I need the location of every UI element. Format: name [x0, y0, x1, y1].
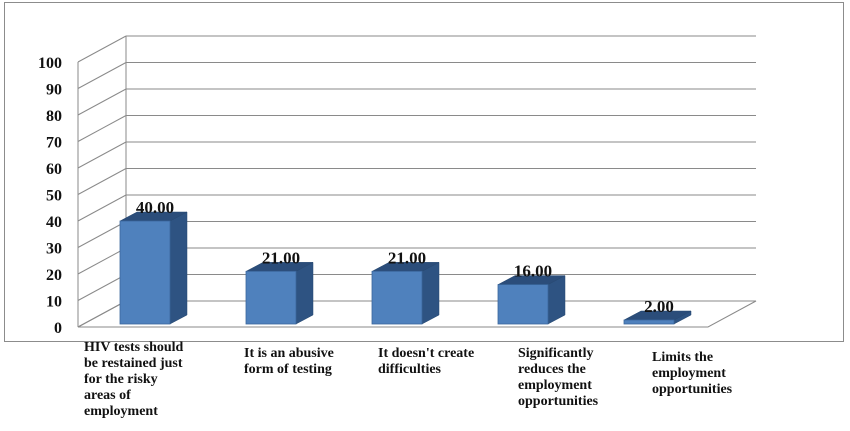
bar-side-2 — [421, 261, 440, 325]
gridline-side-7 — [77, 115, 127, 142]
gridline-side-2 — [77, 247, 127, 275]
gridline-side-5 — [77, 168, 127, 195]
category-label-3: Significantly reduces the employment opp… — [518, 346, 599, 409]
y-tick-label-7: 70 — [46, 135, 62, 152]
gridline-side-10 — [77, 35, 127, 63]
y-tick-label-1: 10 — [46, 294, 62, 311]
data-label-1: 21.00 — [262, 248, 300, 267]
category-label-1: It is an abusive form of testing — [244, 346, 334, 377]
data-label-2: 21.00 — [388, 248, 426, 267]
data-label-3: 16.00 — [514, 262, 552, 281]
category-label-4: Limits the employment opportunities — [652, 350, 733, 397]
category-label-0: HIV tests should be restained just for t… — [84, 340, 184, 419]
y-tick-label-5: 50 — [46, 188, 62, 205]
bar-3 — [497, 284, 549, 325]
y-tick-label-2: 20 — [46, 267, 62, 284]
bar-side-1 — [295, 261, 314, 325]
gridline-side-4 — [77, 194, 127, 222]
y-tick-label-6: 60 — [46, 161, 62, 178]
y-tick-label-9: 90 — [46, 82, 62, 99]
data-label-0: 40.00 — [136, 198, 174, 217]
bar-1 — [245, 270, 297, 325]
y-tick-label-8: 80 — [46, 108, 62, 125]
category-label-2: It doesn't create difficulties — [378, 346, 475, 377]
y-tick-label-3: 30 — [46, 241, 62, 258]
gridline-side-1 — [77, 274, 127, 301]
y-tick-label-0: 0 — [54, 320, 62, 337]
gridline-side-8 — [77, 88, 127, 116]
bar-side-0 — [169, 211, 188, 325]
gridline-side-3 — [77, 221, 127, 248]
gridline-side-6 — [77, 141, 127, 169]
floor — [77, 300, 757, 328]
data-label-4: 2.00 — [644, 297, 674, 316]
gridline-side-9 — [77, 62, 127, 89]
bar-2 — [371, 270, 423, 325]
bar-4 — [623, 319, 675, 325]
y-tick-label-4: 40 — [46, 214, 62, 231]
y-tick-label-10: 100 — [38, 55, 62, 72]
bar-0 — [119, 220, 171, 325]
